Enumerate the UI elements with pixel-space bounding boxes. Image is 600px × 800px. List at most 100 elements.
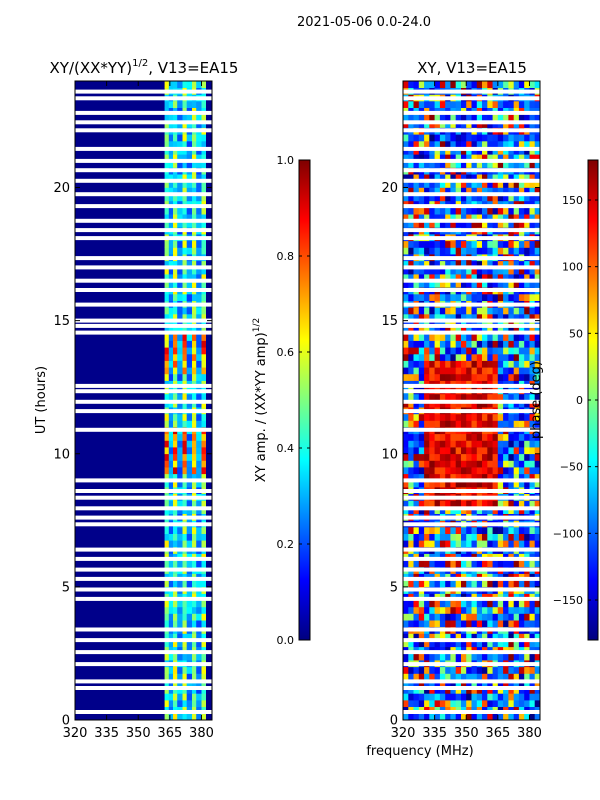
phase-heatmap-cell [429, 333, 435, 341]
amp-heatmap-cell [196, 413, 202, 421]
amp-heatmap-cell [196, 686, 202, 694]
phase-heatmap-cell [471, 420, 478, 428]
phase-heatmap-cell [482, 633, 488, 641]
amp-heatmap-cell [168, 420, 174, 428]
phase-heatmap-cell [455, 267, 462, 275]
phase-heatmap-cell [408, 673, 414, 681]
phase-heatmap-cell [418, 580, 425, 588]
amp-heatmap-cell [173, 353, 178, 361]
amp-heatmap-cell [168, 274, 174, 281]
phase-y-tick-label: 15 [381, 314, 398, 329]
phase-heatmap-cell [461, 101, 467, 108]
phase-flagged-row [403, 278, 540, 283]
phase-flagged-row [403, 556, 540, 561]
phase-heatmap-cell [518, 180, 525, 188]
amp-heatmap-cell [182, 507, 187, 514]
amp-heatmap-cell [186, 360, 193, 368]
phase-heatmap-cell [461, 340, 467, 348]
amp-heatmap-cell [173, 101, 178, 108]
amp-flagged-row [75, 178, 212, 183]
phase-heatmap-cell [524, 447, 530, 455]
phase-heatmap-cell [418, 400, 425, 408]
phase-heatmap-cell [450, 460, 456, 468]
amp-heatmap-cell [164, 613, 170, 621]
phase-heatmap-cell [513, 160, 520, 168]
phase-heatmap-cell [487, 174, 493, 182]
phase-heatmap-cell [450, 160, 456, 168]
phase-heatmap-cell [471, 160, 478, 168]
amp-heatmap-cell [168, 527, 174, 534]
amp-heatmap-cell [182, 260, 187, 268]
amp-heatmap-cell [177, 147, 183, 155]
phase-heatmap-cell [492, 700, 499, 707]
amp-heatmap-cell [201, 240, 206, 248]
amp-heatmap-cell [186, 700, 193, 707]
phase-heatmap-cell [461, 180, 467, 188]
amp-heatmap-cell [177, 214, 183, 222]
phase-heatmap-cell [424, 260, 430, 268]
phase-heatmap-cell [408, 540, 414, 548]
amp-heatmap-cell [201, 81, 206, 88]
amp-heatmap-cell [201, 267, 206, 275]
phase-heatmap-cell [424, 440, 430, 448]
phase-heatmap-cell [413, 314, 420, 321]
phase-heatmap-cell [408, 260, 414, 268]
phase-heatmap-cell [413, 580, 420, 588]
phase-heatmap-cell [508, 620, 514, 628]
phase-heatmap-cell [455, 700, 462, 707]
phase-heatmap-cell [487, 360, 493, 368]
phase-heatmap-cell [487, 666, 493, 674]
phase-heatmap-cell [434, 347, 441, 355]
phase-heatmap-cell [408, 247, 414, 255]
phase-flagged-row [403, 596, 540, 601]
phase-heatmap-cell [403, 373, 409, 381]
phase-heatmap-cell [466, 214, 472, 222]
phase-heatmap-cell [508, 147, 514, 155]
phase-heatmap-cell [408, 686, 414, 694]
phase-heatmap-cell [492, 333, 499, 341]
phase-heatmap-cell [524, 114, 530, 122]
phase-heatmap-cell [476, 413, 483, 421]
phase-heatmap-cell [497, 400, 504, 408]
amp-heatmap-cell [196, 467, 202, 475]
phase-heatmap-cell [434, 187, 441, 195]
phase-heatmap-cell [476, 713, 483, 721]
phase-heatmap-cell [471, 713, 478, 721]
phase-heatmap-cell [487, 400, 493, 408]
phase-heatmap-cell [450, 507, 456, 514]
amp-heatmap-cell [177, 160, 183, 168]
phase-heatmap-cell [408, 274, 414, 281]
phase-heatmap-cell [508, 433, 514, 441]
amp-heatmap-cell [177, 180, 183, 188]
phase-heatmap-cell [492, 154, 499, 162]
phase-heatmap-cell [434, 640, 441, 648]
amp-heatmap-cell [201, 120, 206, 128]
phase-heatmap-cell [492, 633, 499, 641]
phase-heatmap-cell [529, 220, 536, 228]
phase-heatmap-cell [518, 314, 525, 321]
phase-heatmap-cell [413, 393, 420, 401]
phase-heatmap-cell [445, 473, 451, 481]
phase-heatmap-cell [434, 633, 441, 641]
phase-heatmap-cell [403, 700, 409, 707]
phase-heatmap-cell [492, 120, 499, 128]
phase-heatmap-cell [429, 147, 435, 155]
phase-heatmap-cell [482, 713, 488, 721]
phase-heatmap-cell [455, 453, 462, 461]
phase-heatmap-cell [503, 453, 509, 461]
phase-heatmap-cell [466, 507, 472, 514]
phase-heatmap-cell [455, 174, 462, 182]
phase-heatmap-cell [492, 294, 499, 301]
phase-heatmap-cell [450, 447, 456, 455]
phase-heatmap-cell [413, 453, 420, 461]
amp-heatmap-cell [186, 433, 193, 441]
phase-heatmap-cell [513, 467, 520, 475]
phase-heatmap-cell [529, 600, 536, 608]
amp-heatmap-cell [186, 367, 193, 375]
amp-heatmap-cell [177, 600, 183, 608]
phase-heatmap-cell [482, 240, 488, 248]
amp-heatmap-cell [164, 120, 170, 128]
phase-heatmap-cell [445, 294, 451, 301]
amp-heatmap-cell [192, 307, 197, 315]
